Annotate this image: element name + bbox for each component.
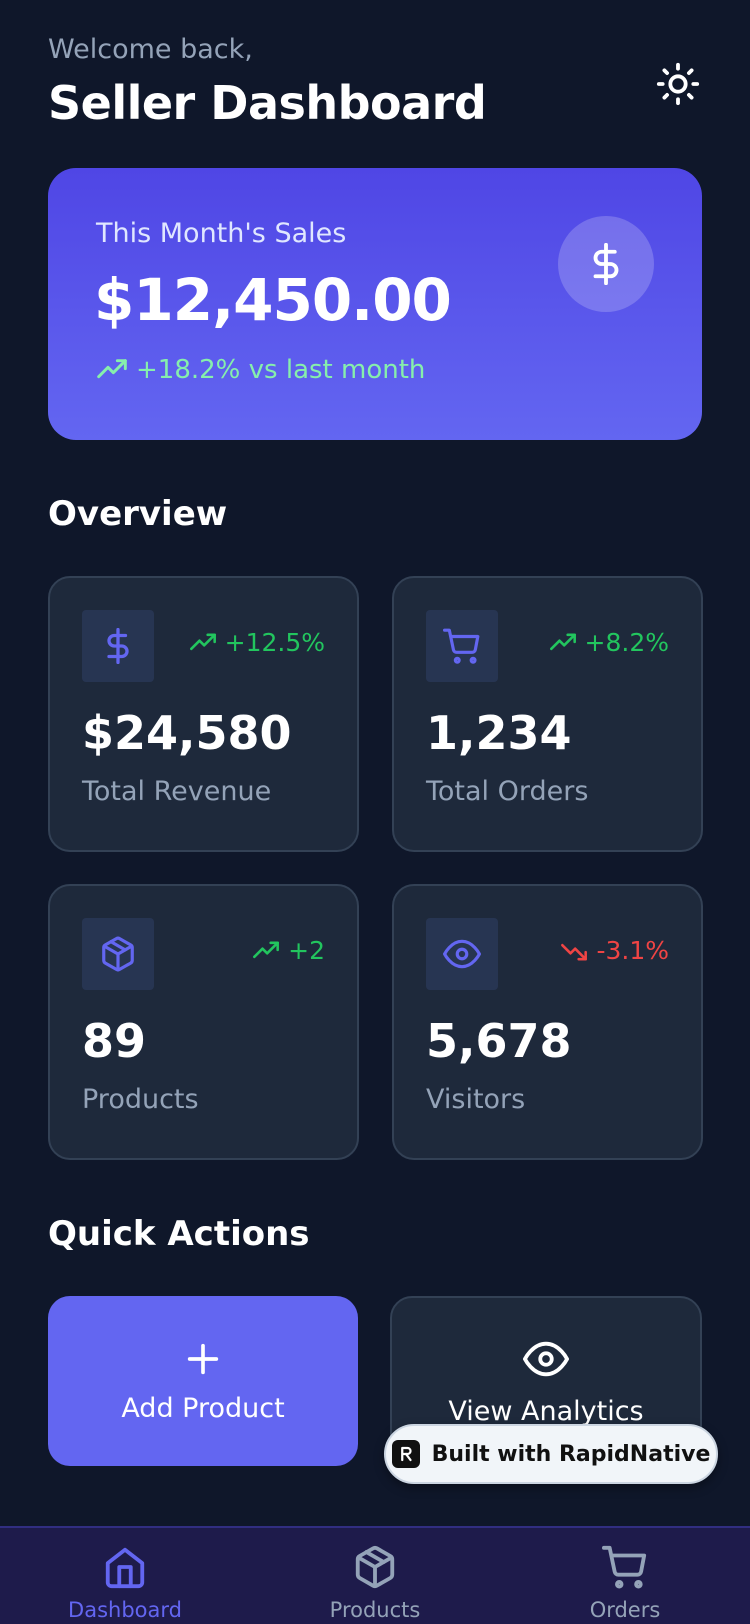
- page-title: Seller Dashboard: [48, 76, 487, 130]
- trending-up-icon: [97, 359, 127, 379]
- stat-icon-box: [82, 918, 154, 990]
- bottom-navigation: Dashboard Products Orders: [0, 1526, 750, 1624]
- stat-icon-box: [82, 610, 154, 682]
- stat-label: Total Revenue: [82, 776, 272, 807]
- cart-icon: [602, 1545, 647, 1589]
- monthly-sales-trend-text: +18.2% vs last month: [136, 355, 426, 385]
- dollar-icon: [107, 628, 129, 664]
- stat-trend: +2: [252, 936, 325, 965]
- trending-down-icon: [561, 943, 588, 960]
- nav-item-orders[interactable]: Orders: [525, 1544, 725, 1622]
- stat-card-visitors[interactable]: -3.1% 5,678 Visitors: [392, 884, 703, 1160]
- eye-icon: [443, 939, 481, 969]
- monthly-sales-card: This Month's Sales $12,450.00 +18.2% vs …: [48, 168, 702, 440]
- trending-up-icon: [549, 633, 576, 650]
- stat-label: Products: [82, 1084, 199, 1115]
- stat-value: 89: [82, 1014, 147, 1068]
- monthly-sales-label: This Month's Sales: [96, 218, 347, 249]
- trending-up-icon: [253, 941, 280, 958]
- stat-value: $24,580: [82, 706, 292, 760]
- eye-icon: [523, 1341, 569, 1376]
- stat-trend-text: +8.2%: [584, 628, 669, 657]
- add-product-label: Add Product: [121, 1392, 285, 1424]
- monthly-sales-trend: +18.2% vs last month: [96, 354, 425, 386]
- stat-trend: +8.2%: [549, 628, 669, 657]
- view-analytics-label: View Analytics: [448, 1395, 644, 1427]
- trending-up-icon: [189, 633, 216, 650]
- stat-label: Visitors: [426, 1084, 526, 1115]
- nav-label: Orders: [589, 1598, 661, 1622]
- stat-value: 1,234: [426, 706, 572, 760]
- nav-item-dashboard[interactable]: Dashboard: [25, 1544, 225, 1622]
- stat-card-revenue[interactable]: +12.5% $24,580 Total Revenue: [48, 576, 359, 852]
- overview-title: Overview: [48, 494, 228, 534]
- sales-icon-badge: [558, 216, 654, 312]
- nav-label: Products: [329, 1598, 421, 1622]
- stat-icon-box: [426, 610, 498, 682]
- nav-label: Dashboard: [68, 1598, 182, 1622]
- nav-item-products[interactable]: Products: [275, 1544, 475, 1622]
- stat-trend-text: +12.5%: [224, 628, 325, 657]
- stat-icon-box: [426, 918, 498, 990]
- sun-icon: [656, 62, 700, 106]
- built-with-text: Built with RapidNative: [431, 1441, 711, 1467]
- dollar-icon: [593, 243, 619, 285]
- package-icon: [355, 1545, 395, 1589]
- package-icon: [102, 936, 134, 972]
- quick-actions-title: Quick Actions: [48, 1214, 310, 1254]
- stat-trend: +12.5%: [189, 628, 325, 657]
- home-icon: [105, 1547, 145, 1589]
- stat-card-products[interactable]: +2 89 Products: [48, 884, 359, 1160]
- cart-icon: [443, 628, 480, 664]
- stat-trend-text: -3.1%: [596, 936, 669, 965]
- stat-trend-text: +2: [288, 936, 325, 965]
- welcome-text: Welcome back,: [48, 34, 253, 65]
- stat-trend: -3.1%: [560, 936, 669, 965]
- stat-value: 5,678: [426, 1014, 572, 1068]
- monthly-sales-amount: $12,450.00: [94, 266, 452, 334]
- add-product-button[interactable]: Add Product: [48, 1296, 358, 1466]
- stat-card-orders[interactable]: +8.2% 1,234 Total Orders: [392, 576, 703, 852]
- rapidnative-logo-icon: [391, 1440, 420, 1468]
- plus-icon: [187, 1343, 219, 1374]
- built-with-badge[interactable]: Built with RapidNative: [384, 1424, 718, 1484]
- theme-toggle-button[interactable]: [652, 58, 704, 110]
- stat-label: Total Orders: [426, 776, 589, 807]
